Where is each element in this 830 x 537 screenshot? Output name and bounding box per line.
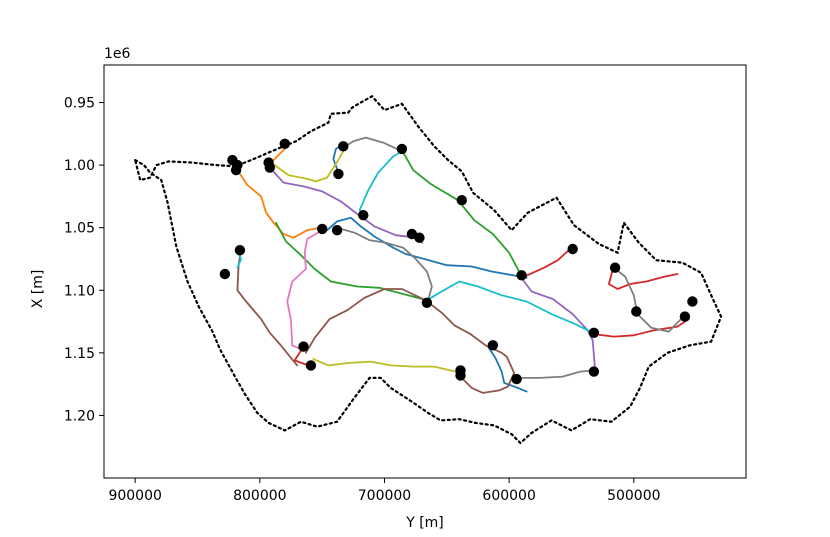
series-line-8	[608, 269, 679, 290]
series-line-9	[293, 345, 310, 367]
point-marker-25	[298, 341, 309, 352]
point-marker-17	[516, 270, 527, 281]
series-line-6	[400, 149, 522, 275]
series-line-21	[268, 147, 346, 183]
x-tick-label: 800000	[233, 488, 286, 504]
y-tick-label: 1.00	[64, 158, 95, 174]
point-marker-23	[679, 311, 691, 322]
point-marker-10	[358, 210, 369, 221]
series-line-25	[425, 280, 592, 333]
series-line-13	[236, 248, 299, 367]
x-tick-label: 600000	[482, 488, 535, 504]
point-marker-3	[230, 164, 242, 176]
point-marker-27	[487, 340, 499, 351]
point-marker-26	[305, 360, 317, 371]
x-axis-label: Y [m]	[405, 515, 444, 531]
series-line-7	[520, 246, 573, 279]
x-tick-label: 500000	[607, 488, 660, 504]
point-marker-14	[414, 232, 425, 243]
boundary-line	[134, 94, 723, 445]
point-marker-15	[567, 243, 578, 255]
series-line-5	[275, 221, 428, 302]
series-line-2	[487, 345, 528, 393]
point-marker-5	[264, 162, 275, 173]
series-line-17	[342, 136, 401, 152]
series-line-18	[336, 226, 433, 302]
y-tick-label: 0.95	[64, 96, 95, 112]
axes-ticks: 900000 800000 700000 600000 500000 0.95 1.00 1.…	[64, 96, 661, 504]
series-line-19	[518, 369, 595, 379]
point-marker-19	[219, 268, 231, 280]
series-line-15	[424, 299, 515, 394]
plot-area	[134, 94, 723, 445]
x-tick-label: 900000	[108, 488, 161, 504]
series-line-11	[270, 167, 423, 244]
point-marker-0	[279, 138, 290, 149]
y-tick-label: 1.05	[64, 221, 95, 237]
axes-frame	[103, 64, 747, 479]
series-line-14	[304, 288, 427, 354]
point-marker-29	[455, 370, 466, 381]
point-marker-20	[421, 297, 433, 308]
y-offset-text: 1e6	[104, 46, 131, 62]
point-marker-8	[396, 143, 408, 155]
series-line-12	[519, 275, 597, 373]
series-line-4	[231, 159, 321, 239]
series-line-16	[286, 229, 324, 352]
point-marker-31	[588, 366, 600, 377]
point-marker-11	[317, 223, 328, 235]
plot-content	[134, 94, 723, 445]
axes-border	[103, 64, 747, 479]
point-marker-9	[456, 195, 467, 206]
y-tick-label: 1.10	[64, 283, 95, 299]
point-marker-22	[631, 306, 642, 317]
series-line-10	[593, 318, 690, 338]
y-axis-label: X [m]	[30, 270, 46, 309]
series-line-20	[613, 266, 686, 333]
y-tick-label: 1.15	[64, 346, 95, 362]
x-tick-label: 700000	[358, 488, 411, 504]
y-tick-label: 1.20	[64, 408, 95, 424]
point-marker-12	[331, 225, 343, 236]
point-marker-30	[511, 373, 522, 385]
point-marker-7	[333, 168, 344, 180]
point-marker-6	[338, 141, 349, 152]
point-marker-24	[588, 327, 600, 338]
series-line-0	[326, 216, 528, 279]
point-marker-18	[234, 245, 246, 256]
point-marker-21	[687, 296, 698, 307]
point-marker-16	[609, 262, 621, 273]
series-line-22	[312, 358, 464, 381]
